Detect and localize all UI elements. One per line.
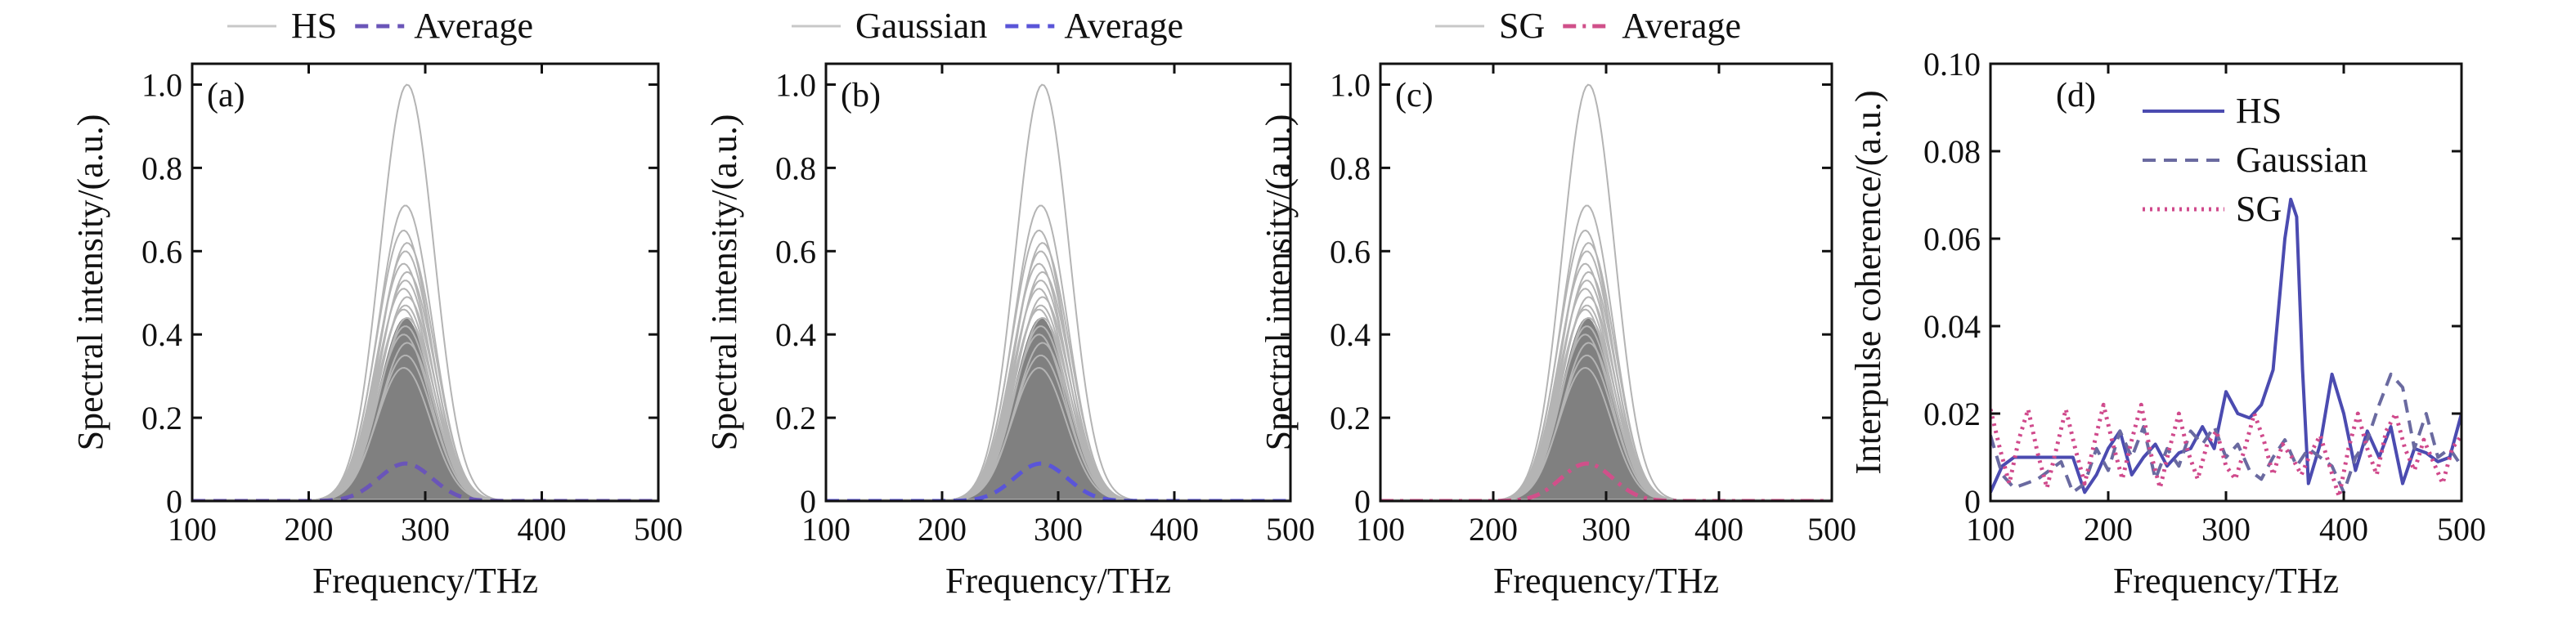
legend-label: Average bbox=[414, 6, 533, 46]
x-tick-label: 200 bbox=[918, 511, 967, 548]
plot-data bbox=[192, 83, 658, 501]
x-tick-label: 400 bbox=[518, 511, 567, 548]
dense-spectra-fill bbox=[1493, 318, 1685, 501]
y-tick-label: 1.0 bbox=[141, 66, 182, 103]
y-tick-label: 0 bbox=[1354, 483, 1371, 520]
x-tick-label: 300 bbox=[401, 511, 450, 548]
y-tick-label: 0.06 bbox=[1923, 221, 1981, 257]
y-axis-label: Spectral intensity/(a.u.) bbox=[704, 114, 744, 451]
x-tick-label: 100 bbox=[1966, 511, 2015, 548]
x-tick-label: 200 bbox=[285, 511, 334, 548]
y-tick-label: 0 bbox=[1964, 483, 1981, 520]
x-axis-label: Frequency/THz bbox=[945, 561, 1171, 601]
x-tick-label: 100 bbox=[1356, 511, 1405, 548]
legend: HS Average bbox=[227, 6, 533, 46]
legend-label: Gaussian bbox=[2236, 140, 2367, 180]
y-axis-label: Spectral intensity/(a.u.) bbox=[70, 114, 110, 451]
y-tick-label: 0.8 bbox=[775, 150, 816, 186]
legend: Gaussian Average bbox=[792, 6, 1183, 46]
panel-b: 100 200 300 400 500 0 0.2 0.4 0.6 0.8 1.0 Frequency… bbox=[704, 6, 1315, 601]
x-tick-label: 500 bbox=[1807, 511, 1856, 548]
plot-data bbox=[1990, 197, 2462, 499]
y-tick-label: 1.0 bbox=[775, 66, 816, 103]
legend-label: SG bbox=[2236, 189, 2282, 229]
y-tick-label: 0.4 bbox=[141, 316, 182, 353]
y-tick-label: 0.10 bbox=[1923, 46, 1981, 83]
panel-c: 100 200 300 400 500 0 0.2 0.4 0.6 0.8 1.0 Frequency… bbox=[1259, 6, 1856, 601]
y-tick-label: 0.4 bbox=[1330, 316, 1371, 353]
dense-spectra-fill bbox=[942, 318, 1140, 501]
panel-label: (a) bbox=[207, 77, 245, 114]
x-axis-label: Frequency/THz bbox=[2113, 561, 2339, 601]
x-tick-label: 200 bbox=[2084, 511, 2133, 548]
y-tick-label: 0.2 bbox=[775, 400, 816, 436]
legend-label: HS bbox=[2236, 91, 2282, 131]
panel-label: (c) bbox=[1395, 77, 1434, 114]
y-tick-label: 0.8 bbox=[1330, 150, 1371, 186]
panel-label: (d) bbox=[2056, 77, 2096, 114]
x-axis-label: Frequency/THz bbox=[1493, 561, 1719, 601]
y-axis-label: Spectral intensity/(a.u.) bbox=[1259, 114, 1299, 451]
dense-spectra-fill bbox=[308, 318, 507, 501]
y-tick-label: 0.6 bbox=[775, 233, 816, 270]
y-tick-label: 0 bbox=[166, 483, 182, 520]
x-tick-label: 200 bbox=[1469, 511, 1518, 548]
series-line-hs bbox=[1990, 197, 2462, 494]
legend-label: HS bbox=[291, 6, 337, 46]
x-tick-label: 400 bbox=[1150, 511, 1199, 548]
y-tick-label: 0.6 bbox=[141, 233, 182, 270]
x-tick-label: 400 bbox=[2319, 511, 2368, 548]
y-tick-label: 1.0 bbox=[1330, 66, 1371, 103]
x-tick-label: 300 bbox=[1034, 511, 1083, 548]
y-tick-label: 0.02 bbox=[1923, 396, 1981, 432]
y-tick-label: 0.2 bbox=[1330, 400, 1371, 436]
x-tick-label: 500 bbox=[1266, 511, 1315, 548]
y-tick-label: 0.04 bbox=[1923, 308, 1981, 345]
y-axis-label: Interpulse coherence/(a.u.) bbox=[1848, 90, 1888, 474]
plot-data bbox=[826, 83, 1290, 501]
legend-label: Gaussian bbox=[855, 6, 987, 46]
legend-label: Average bbox=[1064, 6, 1183, 46]
y-tick-label: 0 bbox=[800, 483, 816, 520]
x-axis-label: Frequency/THz bbox=[312, 561, 538, 601]
panel-d: 100 200 300 400 500 0 0.02 0.04 0.06 0.08 0.10 Freq… bbox=[1848, 46, 2486, 601]
x-tick-label: 100 bbox=[801, 511, 850, 548]
y-tick-label: 0.08 bbox=[1923, 133, 1981, 170]
average-line bbox=[1380, 461, 1832, 501]
x-tick-label: 500 bbox=[2437, 511, 2486, 548]
legend: SG Average bbox=[1435, 6, 1741, 46]
y-tick-label: 0.2 bbox=[141, 400, 182, 436]
average-line bbox=[192, 461, 658, 501]
x-tick-label: 100 bbox=[168, 511, 217, 548]
legend: HS Gaussian SG bbox=[2143, 91, 2367, 229]
y-tick-label: 0.4 bbox=[775, 316, 816, 353]
x-tick-label: 400 bbox=[1694, 511, 1744, 548]
x-tick-label: 500 bbox=[634, 511, 683, 548]
legend-label: SG bbox=[1499, 6, 1545, 46]
panel-a: 100 200 300 400 500 0 0.2 0.4 0.6 0.8 1.0 Frequency… bbox=[70, 6, 683, 601]
x-tick-label: 300 bbox=[1582, 511, 1631, 548]
legend-label: Average bbox=[1622, 6, 1741, 46]
series-line-sg bbox=[1990, 402, 2462, 499]
panel-label: (b) bbox=[841, 77, 881, 114]
series-line-gaussian bbox=[1990, 372, 2462, 494]
plot-data bbox=[1380, 83, 1832, 501]
x-tick-label: 300 bbox=[2201, 511, 2251, 548]
average-line bbox=[826, 461, 1290, 501]
y-tick-label: 0.6 bbox=[1330, 233, 1371, 270]
y-tick-label: 0.8 bbox=[141, 150, 182, 186]
